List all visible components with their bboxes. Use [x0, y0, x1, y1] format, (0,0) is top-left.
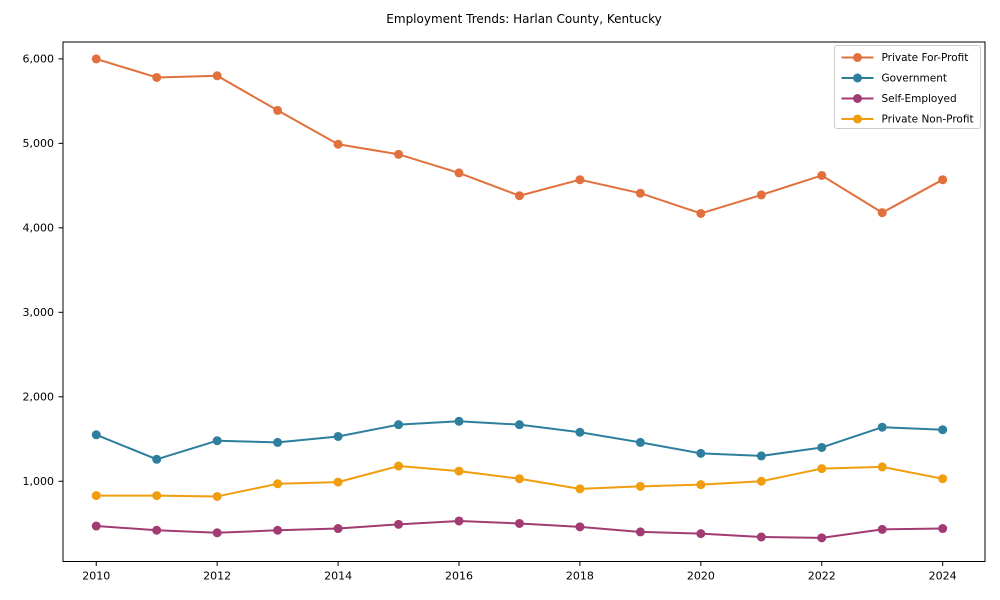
data-point [635, 527, 645, 537]
data-point [877, 462, 887, 472]
legend-item-private-for-profit: Private For-Profit [841, 52, 969, 64]
legend-item-self-employed: Self-Employed [841, 93, 957, 105]
data-point [635, 188, 645, 198]
data-point [91, 430, 101, 440]
data-point [91, 521, 101, 531]
data-point [394, 420, 404, 430]
legend-item-label: Private For-Profit [882, 52, 969, 64]
data-point [514, 474, 524, 484]
legend-marker-icon [853, 94, 862, 103]
series-private-non-profit [91, 461, 948, 501]
data-point [212, 71, 222, 81]
data-point [938, 474, 948, 484]
data-point [696, 448, 706, 458]
legend-marker-icon [853, 114, 862, 124]
legend-item-government: Government [841, 73, 947, 85]
plot-border [62, 41, 986, 562]
data-point [152, 72, 162, 82]
data-point [696, 480, 706, 490]
data-point [696, 208, 706, 218]
data-point [575, 175, 585, 185]
data-point [514, 191, 524, 201]
data-point [756, 190, 766, 200]
data-point [756, 476, 766, 486]
data-point [394, 149, 404, 159]
x-tick-label: 2018 [566, 570, 594, 583]
data-point [454, 168, 464, 178]
data-point [212, 491, 222, 501]
data-point [575, 484, 585, 494]
legend-item-label: Government [882, 73, 947, 85]
data-point [273, 105, 283, 115]
data-point [575, 522, 585, 532]
data-point [635, 437, 645, 447]
data-point [394, 461, 404, 471]
chart-title: Employment Trends: Harlan County, Kentuc… [386, 12, 661, 26]
x-tick-label: 2014 [324, 570, 352, 583]
data-point [212, 528, 222, 538]
legend-item-private-non-profit: Private Non-Profit [841, 114, 974, 126]
data-point [152, 491, 162, 501]
data-point [454, 466, 464, 476]
data-point [514, 420, 524, 430]
series-private-for-profit [91, 54, 948, 218]
data-point [273, 437, 283, 447]
x-tick-label: 2020 [687, 570, 715, 583]
data-point [91, 54, 101, 64]
data-point [938, 425, 948, 435]
data-point [877, 524, 887, 534]
series-line-private-for-profit [95, 57, 944, 215]
data-point [756, 532, 766, 542]
y-tick-label: 1,000 [23, 475, 55, 488]
x-tick-label: 2016 [445, 570, 473, 583]
x-axis: 2010 2012 2014 2016 2018 2020 2022 2024 [82, 561, 957, 583]
data-point [454, 416, 464, 426]
data-point [756, 451, 766, 461]
data-point [333, 477, 343, 487]
x-tick-label: 2022 [808, 570, 836, 583]
data-point [514, 518, 524, 528]
x-tick-label: 2010 [82, 570, 110, 583]
y-tick-label: 5,000 [23, 137, 55, 150]
data-point [454, 516, 464, 526]
y-tick-label: 2,000 [23, 391, 55, 404]
data-point [817, 464, 827, 474]
series-government [91, 416, 948, 464]
data-point [938, 175, 948, 185]
data-point [333, 431, 343, 441]
data-point [333, 524, 343, 534]
y-axis: 1,000 2,000 3,000 4,000 5,000 6,000 [23, 53, 63, 488]
data-point [635, 481, 645, 491]
data-point [938, 524, 948, 534]
series-self-employed [91, 516, 948, 543]
legend: Private For-Profit Government Self-Employe… [834, 45, 981, 129]
x-tick-label: 2024 [929, 570, 957, 583]
data-point [273, 479, 283, 489]
legend-marker-icon [853, 73, 862, 83]
legend-marker-icon [853, 53, 862, 62]
data-point [152, 525, 162, 535]
data-point [575, 427, 585, 437]
data-point [152, 454, 162, 464]
data-point [273, 525, 283, 535]
data-point [394, 519, 404, 529]
data-point [817, 533, 827, 543]
legend-item-label: Private Non-Profit [882, 114, 974, 126]
y-tick-label: 6,000 [23, 53, 55, 66]
legend-item-label: Self-Employed [882, 93, 957, 105]
x-tick-label: 2012 [203, 570, 231, 583]
y-tick-label: 4,000 [23, 222, 55, 235]
data-point [212, 436, 222, 446]
data-point [877, 422, 887, 432]
y-tick-label: 3,000 [23, 306, 55, 319]
data-point [817, 170, 827, 180]
legend-box [834, 45, 981, 129]
data-point [333, 139, 343, 149]
data-point [696, 529, 706, 539]
data-point [817, 442, 827, 452]
data-point [91, 491, 101, 501]
data-point [877, 208, 887, 218]
